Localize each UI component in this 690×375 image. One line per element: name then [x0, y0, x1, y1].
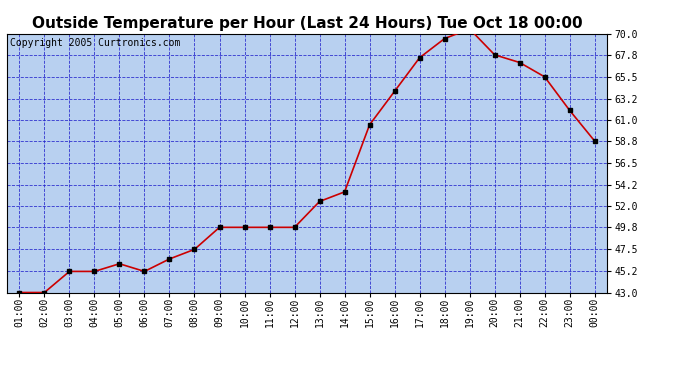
Title: Outside Temperature per Hour (Last 24 Hours) Tue Oct 18 00:00: Outside Temperature per Hour (Last 24 Ho…: [32, 16, 582, 31]
Text: Copyright 2005 Curtronics.com: Copyright 2005 Curtronics.com: [10, 38, 180, 48]
